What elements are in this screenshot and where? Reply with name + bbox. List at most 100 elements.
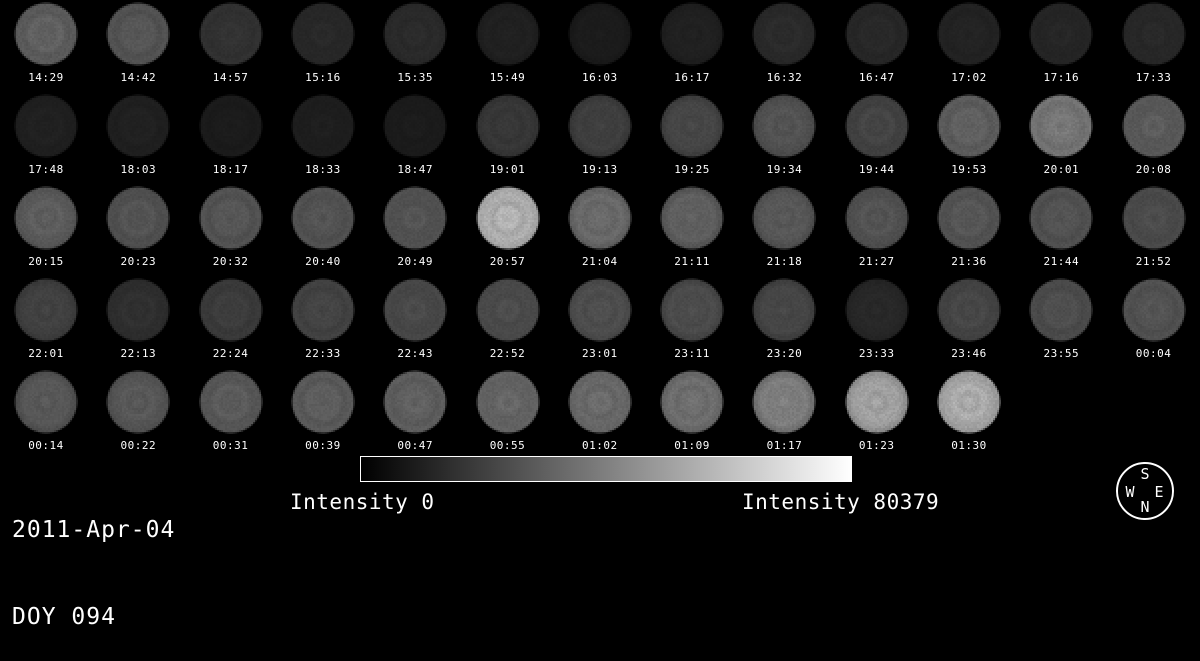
mosaic-frame[interactable]: 17:16 [1015,0,1107,92]
mosaic-frame[interactable]: 00:14 [0,368,92,460]
disk-circle [567,2,632,66]
solar-disk-image [462,184,554,256]
frame-timestamp: 18:47 [397,163,433,176]
mosaic-frame[interactable]: 23:01 [554,276,646,368]
frame-timestamp: 22:43 [397,347,433,360]
mosaic-frame[interactable]: 16:47 [831,0,923,92]
mosaic-frame[interactable]: 01:17 [738,368,830,460]
mosaic-frame[interactable]: 22:13 [92,276,184,368]
mosaic-frame[interactable]: 18:17 [185,92,277,184]
frame-timestamp: 22:01 [28,347,64,360]
mosaic-frame[interactable]: 20:15 [0,184,92,276]
mosaic-frame[interactable]: 00:22 [92,368,184,460]
solar-disk-image [738,276,830,348]
mosaic-frame[interactable]: 16:17 [646,0,738,92]
mosaic-frame[interactable]: 19:53 [923,92,1015,184]
mosaic-frame[interactable]: 19:25 [646,92,738,184]
mosaic-frame[interactable]: 18:33 [277,92,369,184]
mosaic-frame[interactable]: 16:32 [738,0,830,92]
disk-circle [475,278,540,342]
mosaic-frame[interactable]: 00:55 [462,368,554,460]
mosaic-frame[interactable]: 21:27 [831,184,923,276]
mosaic-frame[interactable]: 20:49 [369,184,461,276]
mosaic-frame[interactable]: 14:42 [92,0,184,92]
mosaic-frame[interactable]: 14:29 [0,0,92,92]
solar-disk-image [0,92,92,164]
disk-circle [1121,94,1186,158]
mosaic-frame[interactable]: 17:02 [923,0,1015,92]
mosaic-frame[interactable]: 16:03 [554,0,646,92]
mosaic-frame[interactable]: 00:04 [1108,276,1200,368]
mosaic-frame[interactable]: 17:48 [0,92,92,184]
mosaic-frame[interactable]: 19:13 [554,92,646,184]
mosaic-frame[interactable]: 20:23 [92,184,184,276]
mosaic-frame[interactable]: 23:33 [831,276,923,368]
mosaic-frame[interactable]: 21:44 [1015,184,1107,276]
mosaic-frame[interactable]: 01:02 [554,368,646,460]
solar-disk-image [1108,92,1200,164]
mosaic-frame[interactable]: 22:24 [185,276,277,368]
frame-timestamp: 14:29 [28,71,64,84]
mosaic-frame[interactable]: 15:35 [369,0,461,92]
frame-timestamp: 17:02 [951,71,987,84]
mosaic-frame[interactable]: 19:44 [831,92,923,184]
mosaic-frame[interactable]: 19:01 [462,92,554,184]
disk-circle [106,370,171,434]
disk-circle [290,186,355,250]
frame-timestamp: 22:33 [305,347,341,360]
mosaic-frame[interactable]: 00:31 [185,368,277,460]
solar-disk-image [92,184,184,256]
disk-circle [475,370,540,434]
solar-disk-image [92,276,184,348]
mosaic-frame[interactable]: 21:04 [554,184,646,276]
mosaic-frame[interactable]: 00:39 [277,368,369,460]
mosaic-frame[interactable]: 20:08 [1108,92,1200,184]
mosaic-frame[interactable]: 14:57 [185,0,277,92]
mosaic-frame[interactable]: 20:32 [185,184,277,276]
mosaic-frame[interactable]: 23:55 [1015,276,1107,368]
mosaic-frame[interactable]: 18:03 [92,92,184,184]
mosaic-frame[interactable]: 20:01 [1015,92,1107,184]
mosaic-frame[interactable]: 21:36 [923,184,1015,276]
mosaic-frame[interactable]: 01:09 [646,368,738,460]
mosaic-frame[interactable]: 22:33 [277,276,369,368]
mosaic-frame[interactable]: 23:20 [738,276,830,368]
mosaic-frame[interactable]: 23:46 [923,276,1015,368]
mosaic-frame[interactable]: 01:23 [831,368,923,460]
mosaic-frame[interactable]: 18:47 [369,92,461,184]
mosaic-frame[interactable]: 22:43 [369,276,461,368]
mosaic-frame[interactable]: 19:34 [738,92,830,184]
frame-timestamp: 01:09 [674,439,710,452]
disk-circle [844,94,909,158]
disk-circle [475,186,540,250]
compass-label-right: E [1154,483,1163,501]
disk-circle [844,2,909,66]
intensity-scale-labels: Intensity 0 Intensity 80379 [0,489,1200,519]
frame-timestamp: 01:17 [766,439,803,452]
mosaic-frame[interactable]: 15:49 [462,0,554,92]
mosaic-frame[interactable]: 15:16 [277,0,369,92]
frame-timestamp: 00:55 [489,439,526,452]
solar-disk-image [923,368,1015,440]
mosaic-frame[interactable]: 20:40 [277,184,369,276]
solar-disk-image [646,276,738,348]
mosaic-frame[interactable]: 00:47 [369,368,461,460]
disk-circle [14,2,78,66]
mosaic-frame[interactable]: 23:11 [646,276,738,368]
mosaic-frame[interactable]: 17:33 [1108,0,1200,92]
disk-circle [290,370,355,434]
mosaic-frame[interactable]: 21:18 [738,184,830,276]
mosaic-frame[interactable]: 22:01 [0,276,92,368]
solar-disk-image [462,0,554,72]
solar-disk-image [185,184,277,256]
solar-disk-image [369,0,461,72]
mosaic-frame[interactable]: 22:52 [462,276,554,368]
mosaic-frame[interactable]: 21:52 [1108,184,1200,276]
mosaic-frame[interactable]: 20:57 [462,184,554,276]
solar-disk-image [1015,276,1107,348]
disk-circle [383,94,448,158]
mosaic-frame[interactable]: 21:11 [646,184,738,276]
disk-circle [752,94,817,158]
disk-circle [660,186,725,250]
mosaic-frame[interactable]: 01:30 [923,368,1015,460]
